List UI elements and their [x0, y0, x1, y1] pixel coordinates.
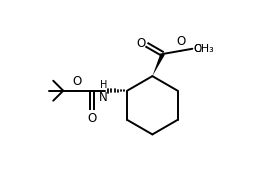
Text: O: O: [88, 112, 97, 125]
Text: O: O: [136, 37, 146, 50]
Text: O: O: [73, 75, 82, 88]
Text: O: O: [193, 44, 201, 54]
Text: H: H: [100, 80, 107, 90]
Text: CH₃: CH₃: [193, 44, 214, 54]
Polygon shape: [152, 53, 165, 76]
Text: O: O: [176, 36, 185, 49]
Text: N: N: [99, 91, 107, 104]
